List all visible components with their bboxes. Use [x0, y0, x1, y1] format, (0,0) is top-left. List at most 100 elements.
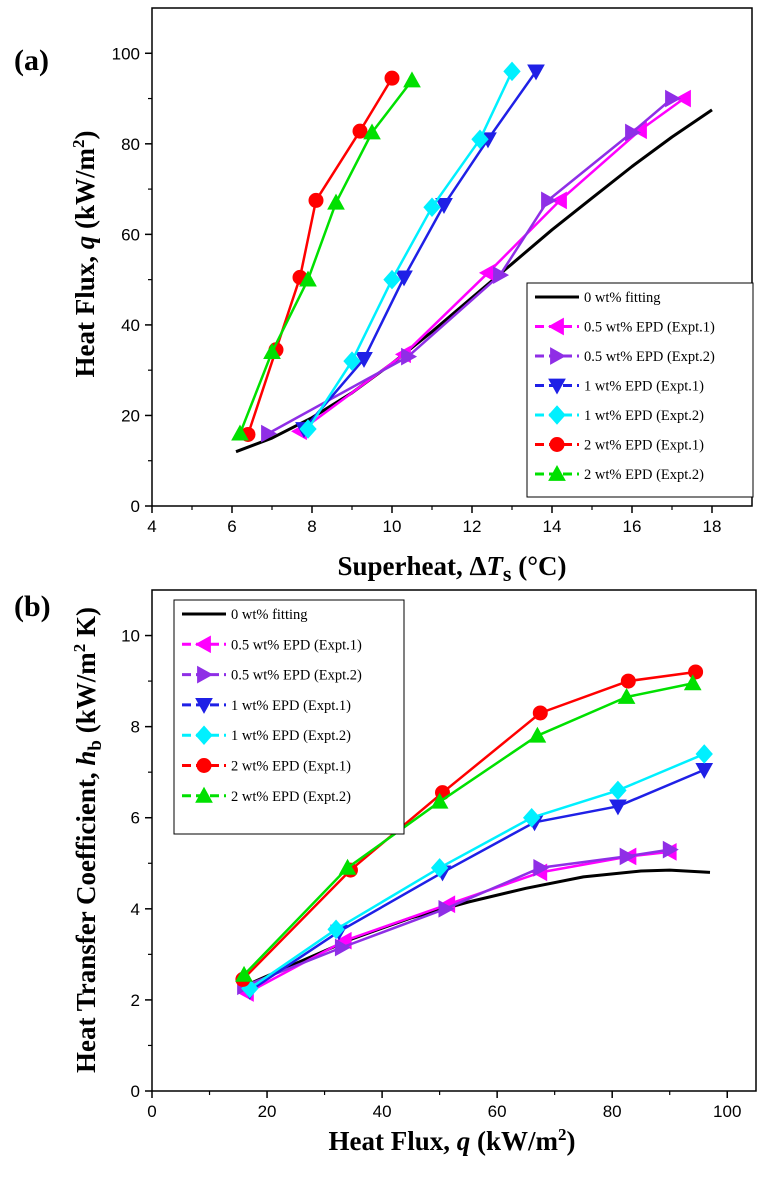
b-point-2-wt-epd-expt-2	[430, 792, 449, 809]
a-point-0-5-wt-epd-expt-2	[493, 266, 510, 284]
b-legend: 0 wt% fitting 0.5 wt% EPD (Expt.1) 0.5 wt%…	[173, 599, 405, 835]
a-y-tick-label: 20	[121, 406, 140, 425]
b-legend-label-1-wt-epd-expt-1: 1 wt% EPD (Expt.1)	[231, 698, 351, 714]
a-point-2-wt-epd-expt-1	[384, 70, 400, 86]
plot-b: 0 20 40 60 80 100 0 2 4 6 8 10 Heat Flux, q (kW/m2) H…	[70, 589, 757, 1156]
b-y-tick-label: 0	[131, 1082, 140, 1101]
a-point-1-wt-epd-expt-1	[355, 351, 373, 368]
b-point-0-5-wt-epd-expt-2	[438, 899, 455, 918]
b-legend-marker-2-wt-epd-expt-2	[195, 786, 213, 803]
a-point-1-wt-epd-expt-2	[471, 129, 489, 150]
b-y-tick-label: 6	[131, 809, 140, 828]
b-point-0-5-wt-epd-expt-2	[662, 840, 679, 859]
b-x-tick-label: 0	[147, 1102, 156, 1121]
b-y-axis-title: Heat Transfer Coefficient, hb (kW/m2 K)	[70, 607, 106, 1073]
a-legend-label-1-wt-epd-expt-2: 1 wt% EPD (Expt.2)	[584, 408, 704, 424]
b-x-tick-label: 80	[603, 1102, 622, 1121]
a-x-tick-label: 8	[307, 517, 316, 536]
a-legend-marker-1-wt-epd-expt-2	[548, 405, 566, 425]
a-legend-marker-2-wt-epd-expt-2	[548, 464, 566, 481]
b-legend-label-2-wt-epd-expt-2: 2 wt% EPD (Expt.2)	[231, 789, 351, 805]
b-point-2-wt-epd-expt-1	[620, 673, 636, 689]
a-y-tick-label: 100	[112, 44, 140, 63]
a-legend-marker-0-5-wt-epd-expt-1	[547, 317, 564, 336]
b-point-0-5-wt-epd-expt-2	[619, 847, 636, 866]
a-legend-marker-0-5-wt-epd-expt-2	[550, 347, 567, 365]
a-legend: 0 wt% fitting 0.5 wt% EPD (Expt.1) 0.5 wt%…	[526, 282, 754, 498]
a-point-2-wt-epd-expt-2	[299, 270, 317, 287]
b-plot-frame	[151, 589, 757, 1092]
a-point-2-wt-epd-expt-2	[231, 424, 249, 441]
a-legend-label-2-wt-epd-expt-2: 2 wt% EPD (Expt.2)	[584, 467, 704, 483]
b-x-tick-label: 20	[258, 1102, 277, 1121]
a-series-2-wt-epd-expt-2	[231, 71, 421, 441]
a-line-0-5-wt-epd-expt-2	[267, 97, 673, 435]
a-point-1-wt-epd-expt-1	[435, 198, 453, 214]
a-y-tick-label: 80	[121, 135, 140, 154]
a-point-2-wt-epd-expt-1	[308, 192, 324, 208]
a-line-1-wt-epd-expt-1	[303, 70, 538, 430]
a-legend-label-0-5-wt-epd-expt-1: 0.5 wt% EPD (Expt.1)	[584, 320, 715, 336]
b-line-0-wt-fitting	[243, 868, 711, 988]
b-x-tick-label: 40	[373, 1102, 392, 1121]
b-legend-marker-1-wt-epd-expt-2	[195, 725, 213, 745]
a-point-2-wt-epd-expt-1	[352, 123, 368, 139]
a-series-0-wt-fitting	[235, 108, 713, 454]
a-point-1-wt-epd-expt-2	[383, 269, 401, 290]
a-y-tick-label: 40	[121, 316, 140, 335]
a-x-tick-label: 14	[543, 517, 562, 536]
a-x-tick-label: 12	[463, 517, 482, 536]
a-x-tick-label: 16	[623, 517, 642, 536]
plot-a: 4 6 8 10 12 14 16 18 0 20 40 60 80 100 Superheat, ΔTs …	[69, 7, 754, 586]
a-line-1-wt-epd-expt-2	[306, 70, 514, 430]
a-x-tick-label: 6	[227, 517, 236, 536]
a-line-2-wt-epd-expt-2	[238, 79, 413, 435]
a-point-1-wt-epd-expt-2	[503, 61, 521, 82]
a-line-0-wt-fitting	[235, 108, 713, 454]
b-line-2-wt-epd-expt-2	[243, 682, 693, 976]
a-series-1-wt-epd-expt-1	[295, 64, 545, 439]
b-legend-marker-0-5-wt-epd-expt-2	[197, 665, 214, 684]
b-point-1-wt-epd-expt-2	[430, 858, 449, 878]
a-point-2-wt-epd-expt-2	[363, 123, 381, 140]
b-point-1-wt-epd-expt-2	[522, 807, 541, 828]
b-legend-label-0-wt-fitting: 0 wt% fitting	[231, 607, 308, 623]
panel-b-label: (b)	[14, 590, 51, 623]
a-legend-label-0-5-wt-epd-expt-2: 0.5 wt% EPD (Expt.2)	[584, 349, 715, 365]
b-y-tick-label: 4	[131, 900, 140, 919]
b-point-2-wt-epd-expt-2	[235, 965, 253, 982]
b-point-1-wt-epd-expt-2	[609, 780, 627, 801]
b-series-0-5-wt-epd-expt-1	[237, 843, 677, 1002]
b-line-0-5-wt-epd-expt-2	[243, 848, 670, 988]
b-legend-marker-0-5-wt-epd-expt-1	[194, 635, 211, 654]
b-point-1-wt-epd-expt-2	[327, 919, 345, 940]
a-legend-label-1-wt-epd-expt-1: 1 wt% EPD (Expt.1)	[584, 379, 704, 395]
a-point-0-5-wt-epd-expt-1	[550, 191, 567, 210]
a-point-0-5-wt-epd-expt-2	[401, 347, 418, 366]
b-point-2-wt-epd-expt-1	[688, 664, 704, 680]
a-point-1-wt-epd-expt-1	[527, 64, 545, 81]
a-x-tick-label: 10	[383, 517, 402, 536]
a-x-axis-title: Superheat, ΔTs (°C)	[337, 551, 566, 586]
a-point-2-wt-epd-expt-2	[403, 71, 421, 88]
a-point-0-5-wt-epd-expt-2	[625, 123, 642, 142]
b-x-tick-label: 100	[713, 1102, 741, 1121]
b-point-0-5-wt-epd-expt-2	[334, 938, 351, 957]
b-legend-label-0-5-wt-epd-expt-2: 0.5 wt% EPD (Expt.2)	[231, 668, 362, 684]
a-legend-marker-2-wt-epd-expt-1	[549, 437, 565, 452]
a-series-0-5-wt-epd-expt-2	[261, 89, 682, 443]
a-series-1-wt-epd-expt-2	[299, 61, 521, 439]
b-y-tick-label: 10	[121, 627, 140, 646]
b-x-tick-label: 60	[488, 1102, 507, 1121]
a-line-2-wt-epd-expt-1	[246, 77, 394, 435]
a-legend-box	[526, 282, 754, 498]
panel-a-label: (a)	[14, 44, 49, 77]
b-point-2-wt-epd-expt-2	[683, 674, 702, 691]
a-legend-marker-1-wt-epd-expt-1	[548, 378, 566, 395]
a-point-2-wt-epd-expt-2	[263, 343, 281, 359]
a-y-tick-label: 0	[131, 497, 140, 516]
b-point-2-wt-epd-expt-2	[617, 688, 636, 704]
b-x-axis-title: Heat Flux, q (kW/m2)	[329, 1125, 576, 1156]
a-point-1-wt-epd-expt-2	[423, 197, 441, 217]
